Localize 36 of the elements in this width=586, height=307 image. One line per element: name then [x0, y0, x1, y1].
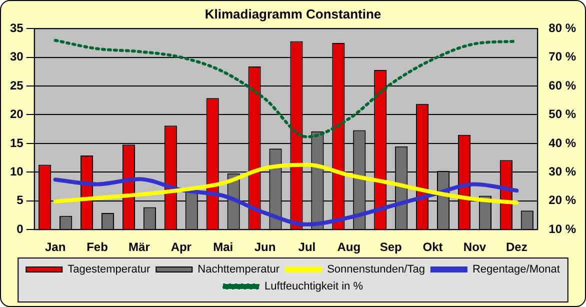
y-tick-label: 10: [10, 164, 24, 178]
y2-tick-label: 10 %: [548, 222, 576, 236]
y-tick-label: 0: [16, 222, 24, 236]
legend-label: Sonnenstunden/Tag: [327, 264, 425, 276]
y-tick-label: 35: [10, 20, 24, 35]
y-tick-label: 20: [10, 107, 24, 122]
x-tick-label: Jun: [254, 240, 276, 254]
x-tick-label: Okt: [422, 240, 443, 254]
x-tick-label: Apr: [170, 240, 192, 254]
legend-label: Tagestemperatur: [68, 264, 150, 276]
line-series: [53, 177, 519, 226]
y-tick-label: 5: [16, 193, 24, 208]
legend-label: Regentage/Monat: [472, 264, 560, 276]
y2-tick-label: 80 %: [548, 20, 576, 35]
x-tick-label: Sep: [380, 240, 402, 254]
y2-tick-label: 70 %: [548, 50, 576, 64]
line-series: [53, 162, 519, 205]
x-tick-label: Dez: [506, 240, 528, 254]
y2-tick-label: 20 %: [548, 193, 576, 208]
x-tick-label: Aug: [337, 240, 361, 254]
legend-label: Luftfeuchtigkeit in %: [264, 280, 364, 293]
x-tick-label: Feb: [86, 240, 108, 254]
x-tick-label: Mai: [213, 240, 234, 254]
y2-tick-label: 40 %: [548, 136, 576, 150]
y2-tick-label: 60 %: [548, 78, 576, 92]
x-tick-label: Jul: [298, 240, 316, 254]
y-tick-label: 25: [10, 78, 24, 92]
x-tick-label: Jan: [44, 240, 66, 254]
legend-label: Nachttemperatur: [198, 264, 280, 276]
y-tick-label: 15: [10, 136, 24, 150]
y-tick-label: 30: [10, 50, 24, 64]
x-tick-label: Mär: [128, 240, 150, 254]
y2-tick-label: 50 %: [548, 107, 576, 122]
y2-tick-label: 30 %: [548, 164, 576, 178]
x-tick-label: Nov: [463, 240, 486, 254]
chart-title: Klimadiagramm Constantine: [204, 6, 382, 22]
